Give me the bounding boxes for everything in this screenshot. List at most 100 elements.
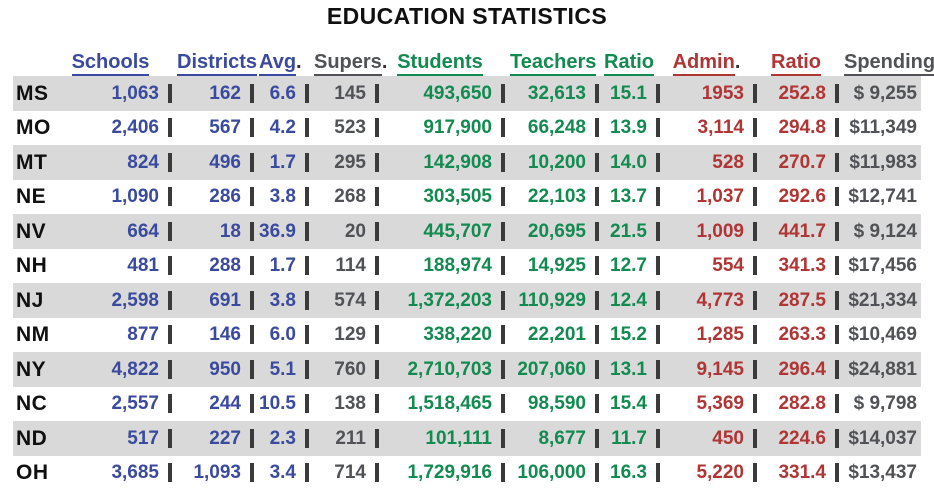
column-divider xyxy=(163,325,177,345)
column-divider xyxy=(830,83,844,103)
column-divider xyxy=(496,152,510,172)
column-divider xyxy=(651,463,665,483)
column-divider-bar xyxy=(375,325,379,345)
column-divider xyxy=(830,428,844,448)
column-divider xyxy=(830,256,844,276)
column-divider-bar xyxy=(375,118,379,138)
column-divider xyxy=(590,83,604,103)
cell-schools: 2,557 xyxy=(111,393,159,415)
column-divider xyxy=(300,152,314,172)
column-divider xyxy=(370,463,384,483)
column-header-districts[interactable]: Districts xyxy=(177,51,258,76)
column-divider-bar xyxy=(250,394,254,414)
column-divider-bar xyxy=(168,118,172,138)
cell-supers: 211 xyxy=(335,427,366,449)
column-divider xyxy=(370,118,384,138)
cell-spending: $ 9,798 xyxy=(853,393,917,415)
cell-students: 2,710,703 xyxy=(407,358,492,380)
state-label: NM xyxy=(16,323,50,347)
cell-schools: 2,406 xyxy=(111,117,159,139)
column-divider-bar xyxy=(168,152,172,172)
column-divider-bar xyxy=(250,463,254,483)
cell-spending: $12,741 xyxy=(848,186,917,208)
column-header-label: Ratio xyxy=(771,51,821,76)
column-divider xyxy=(748,187,762,207)
cell-districts: 567 xyxy=(209,117,241,139)
state-label: NJ xyxy=(16,288,44,312)
column-header-students[interactable]: Students xyxy=(384,51,496,76)
cell-teachers: 207,060 xyxy=(517,358,586,380)
cell-students: 493,650 xyxy=(423,82,492,104)
column-header-label: Ratio xyxy=(604,51,654,76)
cell-teachers: 98,590 xyxy=(527,393,586,415)
column-header-label: Schools xyxy=(71,51,150,76)
column-divider xyxy=(300,187,314,207)
column-divider xyxy=(496,290,510,310)
column-divider xyxy=(590,152,604,172)
column-divider-bar xyxy=(595,83,599,103)
column-divider-bar xyxy=(656,325,660,345)
column-divider-bar xyxy=(305,152,309,172)
column-header-teachers[interactable]: Teachers xyxy=(510,51,597,76)
column-divider-bar xyxy=(250,428,254,448)
column-divider-bar xyxy=(168,428,172,448)
cell-admin-ratio: 263.3 xyxy=(778,324,826,346)
column-divider-bar xyxy=(250,152,254,172)
column-divider-bar xyxy=(595,256,599,276)
column-divider-bar xyxy=(305,221,309,241)
table-row: ND 517 227 2.3 211 101,111 8,677 11.7 450 224.6 $1… xyxy=(13,421,921,456)
cell-districts: 691 xyxy=(209,289,241,311)
cell-admin-ratio: 282.8 xyxy=(778,393,826,415)
cell-schools: 517 xyxy=(127,427,159,449)
column-divider xyxy=(830,187,844,207)
column-divider-bar xyxy=(501,428,505,448)
column-divider-bar xyxy=(168,256,172,276)
column-divider xyxy=(830,290,844,310)
column-header-schools[interactable]: Schools xyxy=(58,51,163,76)
column-header-period: . xyxy=(734,51,741,73)
cell-avg: 3.8 xyxy=(269,289,296,311)
column-divider-bar xyxy=(250,221,254,241)
column-divider xyxy=(590,187,604,207)
column-divider xyxy=(370,394,384,414)
column-divider xyxy=(651,256,665,276)
cell-teachers: 20,695 xyxy=(527,220,586,242)
column-header-admin[interactable]: Admin. xyxy=(665,51,748,76)
cell-ratio: 15.1 xyxy=(610,82,647,104)
column-divider-bar xyxy=(595,325,599,345)
state-label: NH xyxy=(16,254,48,278)
cell-avg: 10.5 xyxy=(259,393,296,415)
column-header-spending[interactable]: Spending xyxy=(844,51,934,76)
column-divider-bar xyxy=(753,256,757,276)
cell-districts: 288 xyxy=(209,255,241,277)
column-divider xyxy=(300,83,314,103)
state-label: OH xyxy=(16,461,49,485)
column-header-ratio[interactable]: Ratio xyxy=(604,51,654,76)
column-header-avg[interactable]: Avg. xyxy=(259,51,302,76)
column-divider-bar xyxy=(168,394,172,414)
cell-ratio: 11.7 xyxy=(611,427,647,449)
column-divider-bar xyxy=(375,256,379,276)
column-divider-bar xyxy=(753,187,757,207)
column-divider-bar xyxy=(656,256,660,276)
column-divider xyxy=(830,118,844,138)
column-divider-bar xyxy=(595,359,599,379)
cell-students: 303,505 xyxy=(423,186,492,208)
column-divider-bar xyxy=(375,187,379,207)
table-row: NY 4,822 950 5.1 760 2,710,703 207,060 13.1 9,14… xyxy=(13,352,921,387)
state-label: MS xyxy=(16,81,49,105)
cell-admin-ratio: 292.6 xyxy=(778,186,826,208)
column-header-admin-ratio[interactable]: Ratio xyxy=(762,51,830,76)
column-divider xyxy=(496,83,510,103)
column-divider-bar xyxy=(656,221,660,241)
column-divider xyxy=(245,256,259,276)
column-divider-bar xyxy=(753,394,757,414)
column-divider xyxy=(245,463,259,483)
column-divider-bar xyxy=(656,187,660,207)
column-header-supers[interactable]: Supers. xyxy=(314,51,387,76)
state-label: NY xyxy=(16,357,47,381)
cell-supers: 574 xyxy=(334,289,366,311)
cell-districts: 227 xyxy=(209,427,241,449)
cell-spending: $ 9,255 xyxy=(853,82,917,104)
column-divider xyxy=(370,221,384,241)
